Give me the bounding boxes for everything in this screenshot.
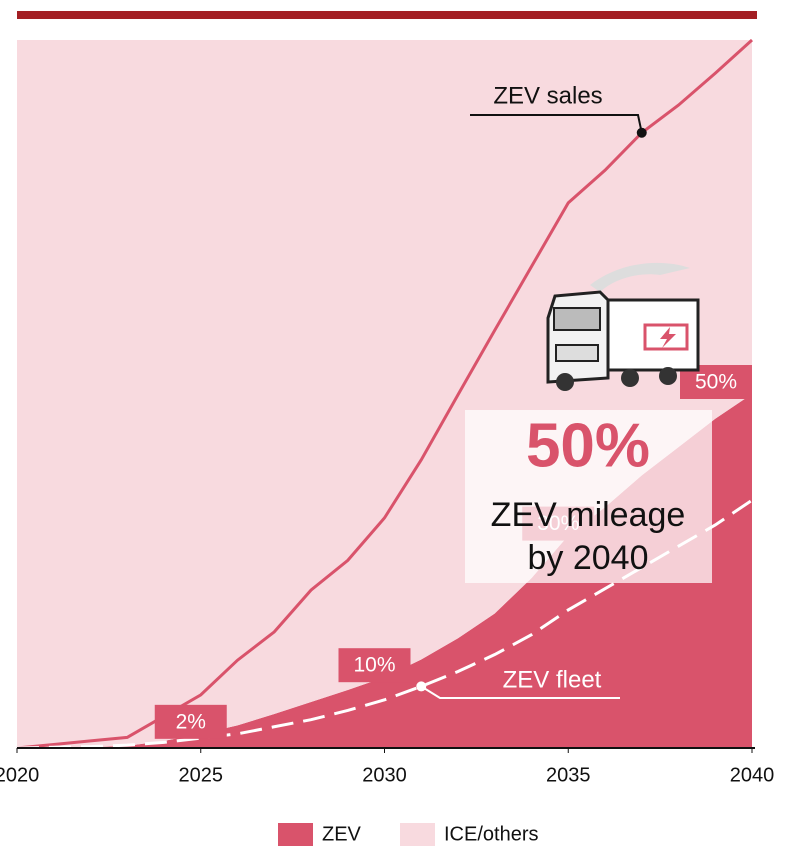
wheel <box>621 369 639 387</box>
windshield <box>554 308 600 330</box>
value-label: 2% <box>176 710 206 733</box>
x-tick-label: 2035 <box>546 764 591 786</box>
wheel <box>556 373 574 391</box>
headline: 50% <box>526 411 650 480</box>
chart: 2%10%30%50%ZEV salesZEV fleet50%ZEV mile… <box>0 0 787 849</box>
x-tick-label: 2040 <box>730 764 775 786</box>
grille <box>556 345 598 361</box>
value-label: 10% <box>353 654 395 677</box>
x-tick-label: 2020 <box>0 764 39 786</box>
headline-sub: by 2040 <box>528 539 649 577</box>
headline-sub: ZEV mileage <box>491 496 686 534</box>
x-tick-label: 2025 <box>179 764 224 786</box>
top-rule <box>17 11 757 19</box>
legend-swatch <box>278 823 313 846</box>
cab <box>548 292 608 382</box>
line-label: ZEV sales <box>493 82 602 109</box>
legend-swatch <box>400 823 435 846</box>
wheel <box>659 367 677 385</box>
line-label: ZEV fleet <box>503 666 602 693</box>
legend-label: ICE/others <box>444 823 538 845</box>
value-label: 50% <box>695 371 737 394</box>
leader-dot <box>637 128 647 138</box>
leader-dot <box>416 681 426 691</box>
x-tick-label: 2030 <box>362 764 407 786</box>
legend-label: ZEV <box>322 823 362 845</box>
